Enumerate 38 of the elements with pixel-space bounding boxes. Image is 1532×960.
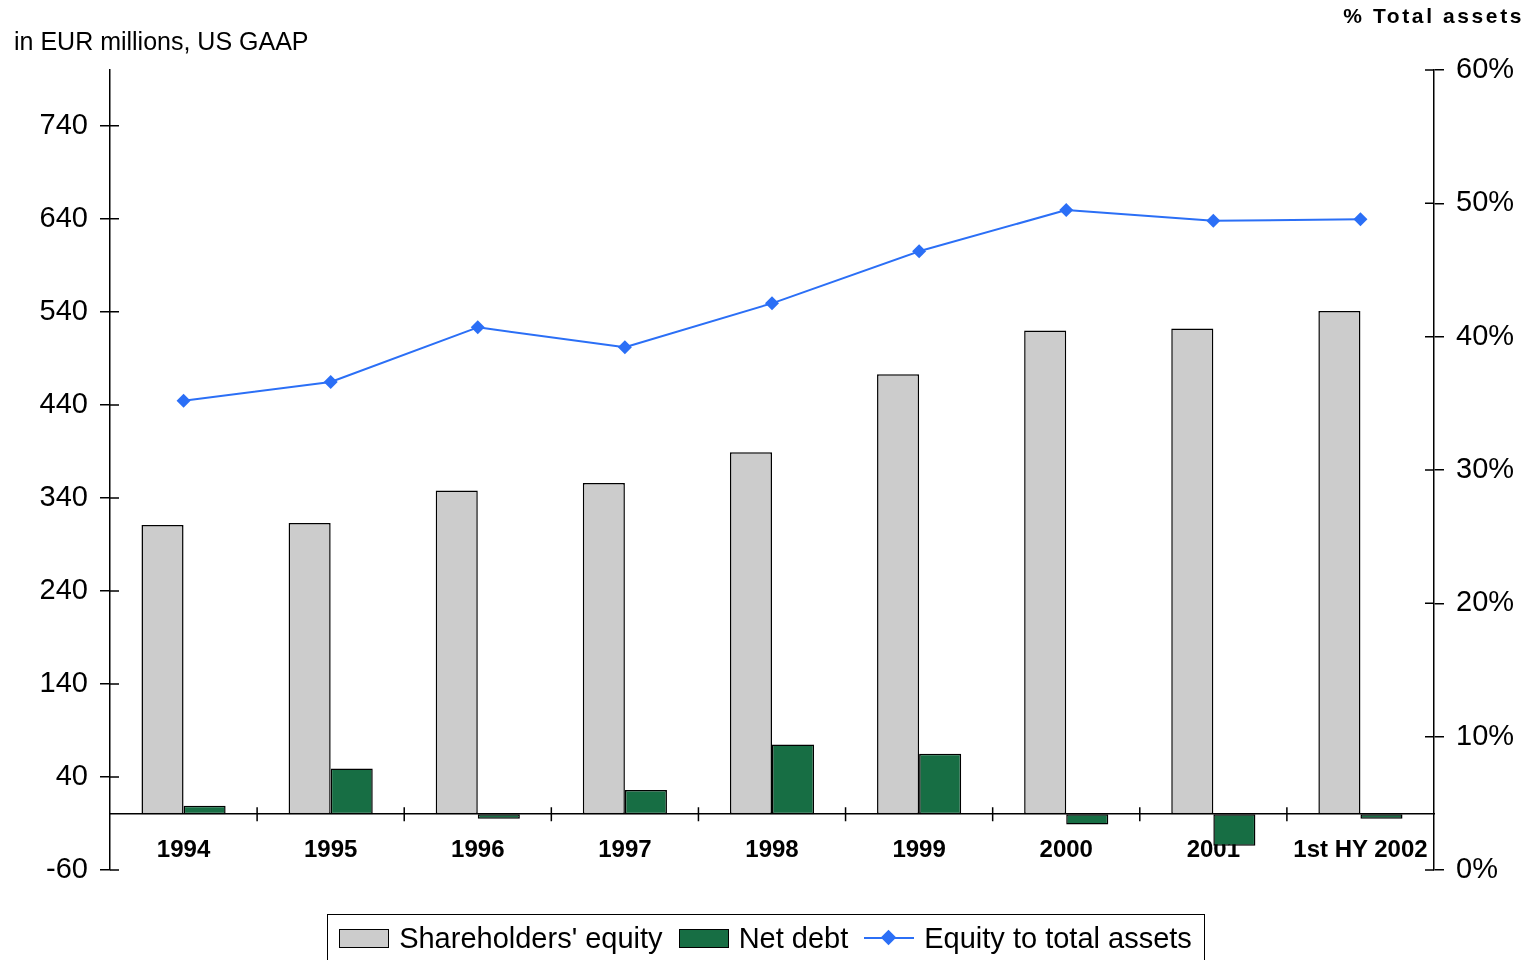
y-tick-label: -60 (46, 852, 88, 884)
y2-tick-label: 40% (1456, 318, 1515, 351)
point (470, 320, 485, 335)
y-tick-label: 440 (39, 386, 88, 419)
legend-label: Shareholders' equity (399, 921, 663, 955)
y2-tick-label: 30% (1456, 452, 1515, 484)
point (765, 296, 779, 311)
legend-label: Equity to total assets (924, 921, 1192, 955)
x-tick-label: 2000 (1039, 835, 1093, 863)
y-tick-label: 540 (39, 293, 88, 326)
y-tick-label: 740 (39, 107, 88, 140)
y-tick-label: 640 (39, 200, 88, 233)
point (912, 244, 927, 259)
point (176, 393, 191, 408)
y-tick-label: 340 (39, 479, 88, 512)
x-tick-label: 1997 (598, 835, 652, 863)
x-tick-label: 1995 (303, 835, 358, 863)
point (1059, 203, 1074, 217)
point (323, 375, 338, 389)
y2-axis-title: % Total assets (1343, 4, 1524, 28)
point (617, 340, 632, 355)
legend-label: Net debt (738, 921, 849, 955)
y2-tick-label: 10% (1456, 718, 1515, 751)
y2-tick-label: 20% (1456, 585, 1515, 618)
point (1353, 212, 1368, 227)
x-tick-label: 1994 (156, 835, 211, 863)
y-tick-label: 240 (39, 572, 88, 605)
y-tick-label: 140 (39, 665, 88, 698)
x-tick-label: 1996 (451, 835, 505, 863)
y2-tick-label: 60% (1456, 52, 1515, 84)
y-axis-title: in EUR millions, US GAAP (14, 27, 309, 56)
y2-tick-label: 0% (1456, 852, 1498, 884)
x-tick-label: 1st HY 2002 (1293, 835, 1428, 863)
x-tick-label: 1999 (892, 835, 946, 863)
point (1206, 213, 1221, 228)
y-tick-label: 40 (55, 758, 88, 791)
y2-tick-label: 50% (1456, 185, 1515, 218)
x-tick-label: 1998 (745, 835, 799, 863)
